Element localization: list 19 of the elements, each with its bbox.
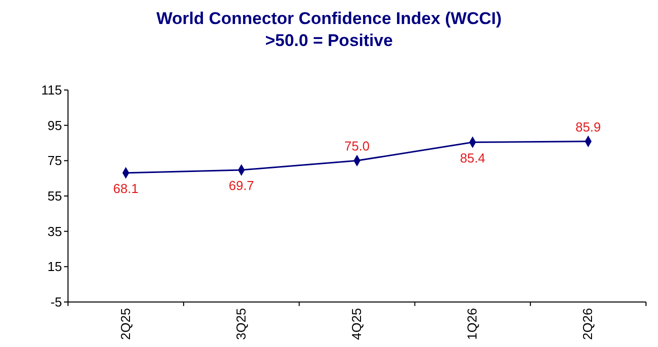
text: 69.7 [228, 178, 254, 194]
y-tick-label: 95 [48, 118, 62, 133]
text: 85.9 [576, 119, 601, 134]
y-tick-label: 35 [48, 224, 62, 239]
text: 75.0 [344, 138, 370, 154]
x-tick-label: 1Q26 [464, 308, 480, 340]
y-tick-label: 15 [48, 259, 62, 274]
y-tick-label: -5 [50, 294, 62, 310]
y-tick-label: 115 [41, 82, 62, 98]
text: 68.1 [113, 180, 138, 196]
x-tick-label: 4Q25 [349, 308, 364, 340]
x-tick-label: 2Q26 [580, 308, 596, 340]
x-tick-label: 2Q25 [118, 308, 133, 340]
chart-title: World Connector Confidence Index (WCCI) [156, 9, 502, 28]
chart-subtitle: >50.0 = Positive [265, 31, 393, 50]
text: 85.4 [460, 150, 486, 166]
x-tick-label: 3Q25 [233, 308, 248, 340]
y-tick-label: 55 [48, 188, 62, 204]
y-tick-label: 75 [48, 153, 62, 168]
